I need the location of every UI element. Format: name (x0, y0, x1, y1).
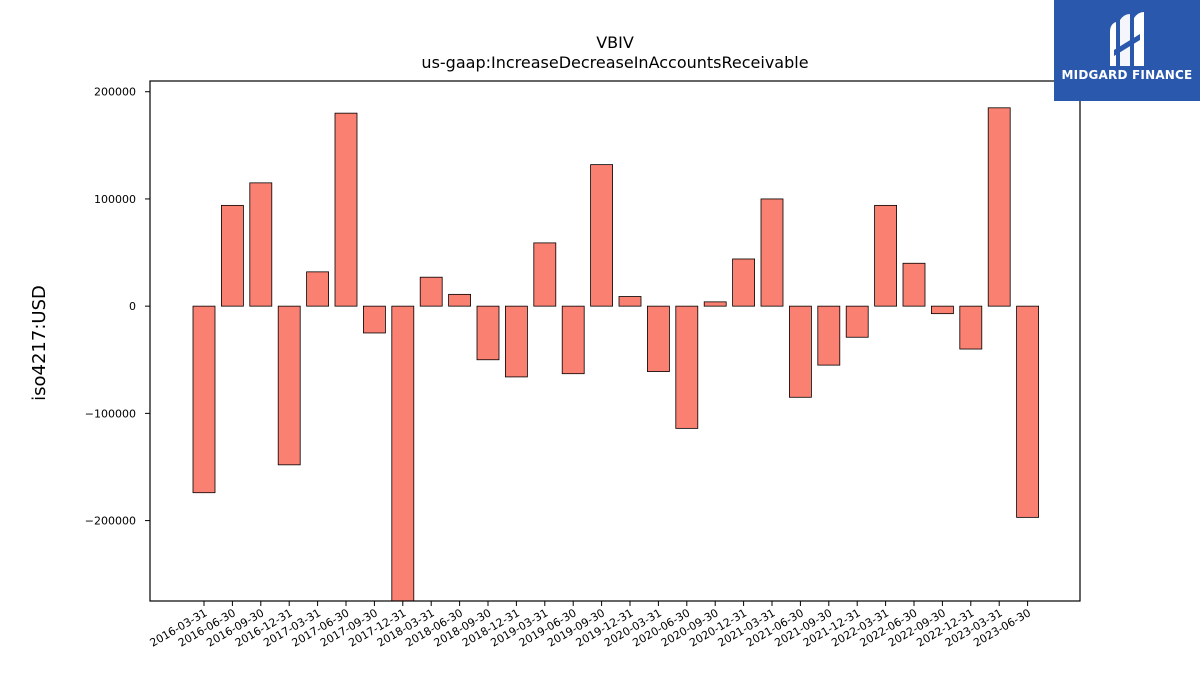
y-tick-label: 0 (129, 300, 136, 313)
bar-2018-12-31 (504, 305, 528, 378)
bar-2020-06-30 (675, 305, 699, 429)
bar-2019-12-31 (618, 296, 642, 307)
bar-2021-12-31 (845, 305, 869, 338)
y-tick-label: 200000 (94, 86, 136, 99)
bar-2016-06-30 (220, 204, 244, 307)
bar-2016-09-30 (249, 182, 273, 307)
bar-2022-09-30 (931, 305, 954, 315)
bar-2021-09-30 (817, 305, 841, 366)
y-axis-label: iso4217:USD (29, 285, 50, 401)
bar-2016-03-31 (192, 305, 216, 494)
bar-2017-12-31 (391, 305, 415, 601)
bar-2018-03-31 (419, 276, 443, 307)
bar-2020-12-31 (732, 258, 755, 307)
bar-2023-06-30 (1016, 305, 1039, 518)
plot-frame (149, 80, 1081, 602)
bar-2017-09-30 (362, 305, 386, 334)
bar-2023-03-31 (987, 107, 1011, 307)
y-tick-label: 100000 (94, 193, 136, 206)
bar-2022-06-30 (902, 262, 926, 307)
company-logo: MIDGARD FINANCE (1054, 0, 1200, 101)
y-ticks-group: 200000 100000 0 −100000 −200000 (85, 86, 150, 528)
bar-2019-06-30 (561, 305, 585, 375)
bar-2019-03-31 (533, 242, 557, 307)
bar-2021-03-31 (760, 198, 784, 307)
y-tick-label: −100000 (85, 407, 136, 420)
bar-2016-12-31 (277, 305, 301, 466)
bars-group (192, 107, 1039, 601)
bar-2017-03-31 (306, 271, 330, 307)
x-ticks-group: 2016-03-312016-06-302016-09-302016-12-31… (148, 601, 1033, 650)
logo-text: MIDGARD FINANCE (1061, 68, 1193, 82)
bar-2022-03-31 (874, 204, 897, 307)
bar-2021-06-30 (789, 305, 812, 398)
bar-2019-09-30 (590, 164, 613, 307)
midgard-logo-icon (1110, 12, 1144, 66)
bar-2022-12-31 (959, 305, 983, 350)
bar-2018-06-30 (448, 293, 472, 307)
bar-2018-09-30 (476, 305, 500, 361)
bar-2020-09-30 (703, 301, 727, 307)
chart-subtitle: us-gaap:IncreaseDecreaseInAccountsReceiv… (421, 53, 808, 72)
y-tick-label: −200000 (85, 515, 136, 528)
bar-2020-03-31 (647, 305, 670, 372)
bar-2017-06-30 (334, 112, 358, 307)
chart-title: VBIV (596, 33, 634, 52)
